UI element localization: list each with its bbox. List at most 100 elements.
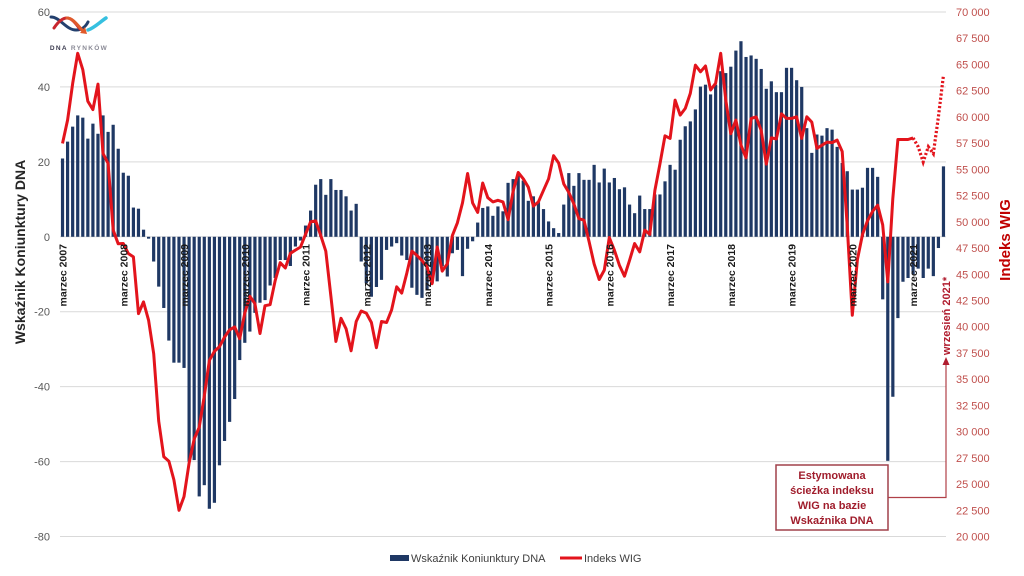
bar bbox=[121, 172, 125, 237]
bar bbox=[921, 236, 925, 278]
bar bbox=[430, 236, 434, 284]
bar bbox=[374, 236, 379, 287]
bar bbox=[516, 175, 520, 237]
bar bbox=[719, 71, 723, 237]
bar bbox=[622, 187, 627, 237]
bar bbox=[298, 236, 303, 241]
bar bbox=[410, 236, 414, 288]
bar bbox=[541, 209, 546, 237]
bar bbox=[850, 189, 854, 237]
bar bbox=[293, 236, 298, 247]
right-axis-title: Indeks WIG bbox=[997, 199, 1014, 281]
bar bbox=[511, 179, 515, 237]
annotation-box-line-4: Wskaźnika DNA bbox=[790, 515, 873, 527]
bar bbox=[334, 189, 338, 237]
logo-strand-navy-icon bbox=[49, 15, 90, 32]
annotation-box-line-1: Estymowana bbox=[798, 470, 866, 482]
bar bbox=[729, 66, 733, 237]
bar bbox=[865, 167, 870, 237]
wig-estimated-dotted-line bbox=[911, 74, 946, 168]
logo-strand-cyan-icon bbox=[86, 16, 108, 32]
bar bbox=[678, 139, 682, 237]
x-axis-tick-label: marzec 2017 bbox=[665, 244, 677, 307]
left-axis-tick-label: 40 bbox=[38, 82, 50, 94]
left-axis-tick-label: 60 bbox=[38, 7, 50, 19]
right-axis-tick-label: 70 000 bbox=[956, 7, 990, 19]
right-axis-tick-label: 47 500 bbox=[956, 243, 990, 255]
bar bbox=[379, 236, 384, 280]
bar bbox=[384, 236, 389, 250]
bar bbox=[76, 115, 80, 237]
logo-text-rynkow: RYNKÓW bbox=[71, 43, 108, 52]
bar bbox=[157, 236, 161, 287]
right-axis-tick-label: 50 000 bbox=[956, 217, 990, 229]
bar bbox=[567, 173, 571, 237]
bar bbox=[390, 236, 394, 247]
bar bbox=[471, 236, 475, 242]
left-axis-tick-label: -80 bbox=[34, 532, 50, 544]
bar bbox=[344, 196, 348, 237]
bar bbox=[263, 236, 267, 301]
x-axis-tick-label: marzec 2016 bbox=[604, 244, 616, 307]
bar bbox=[724, 73, 728, 237]
gridlines bbox=[60, 11, 946, 537]
right-axis-tick-label: 62 500 bbox=[956, 86, 990, 98]
bar bbox=[233, 236, 237, 400]
bar bbox=[784, 67, 789, 237]
bar bbox=[805, 128, 809, 237]
right-axis-tick-label: 57 500 bbox=[956, 138, 990, 150]
right-axis-tick-label: 22 500 bbox=[956, 505, 990, 517]
bar bbox=[60, 158, 65, 237]
bar bbox=[855, 189, 859, 237]
bar bbox=[531, 196, 535, 237]
bar bbox=[212, 236, 217, 503]
x-axis-tick-label: marzec 2021 bbox=[908, 244, 920, 307]
bar bbox=[207, 236, 211, 509]
left-axis-title: Wskaźnik Koniunktury DNA bbox=[12, 160, 28, 344]
bar bbox=[486, 206, 490, 237]
bar bbox=[217, 236, 222, 466]
bar bbox=[86, 138, 90, 237]
right-axis-tick-label: 55 000 bbox=[956, 164, 990, 176]
bar bbox=[526, 200, 530, 237]
bar bbox=[607, 182, 611, 237]
bar bbox=[349, 210, 353, 237]
bar bbox=[916, 236, 920, 269]
annotation-target-label: wrzesień 2021* bbox=[941, 276, 953, 356]
right-axis-tick-label: 65 000 bbox=[956, 59, 990, 71]
bar bbox=[395, 236, 399, 244]
bar bbox=[324, 194, 328, 237]
bar bbox=[177, 236, 181, 363]
bar bbox=[592, 164, 596, 237]
bar bbox=[562, 204, 566, 237]
right-axis-tick-label: 20 000 bbox=[956, 532, 990, 544]
x-axis-tick-label: marzec 2010 bbox=[240, 244, 252, 307]
bar bbox=[769, 81, 773, 237]
bar bbox=[845, 171, 849, 237]
bar bbox=[420, 236, 424, 298]
bar bbox=[546, 221, 551, 237]
bar bbox=[273, 236, 277, 278]
bar bbox=[638, 195, 642, 237]
bar bbox=[683, 126, 687, 237]
bar bbox=[369, 236, 373, 297]
bar bbox=[774, 92, 778, 237]
bar bbox=[577, 173, 581, 237]
right-axis-tick-label: 37 500 bbox=[956, 348, 990, 360]
bar bbox=[673, 169, 677, 237]
bar bbox=[101, 115, 105, 237]
bar bbox=[835, 146, 839, 237]
bar bbox=[172, 236, 176, 363]
bar bbox=[187, 236, 191, 462]
right-axis-tick-label: 32 500 bbox=[956, 400, 990, 412]
bar bbox=[643, 209, 647, 237]
bar bbox=[901, 236, 905, 282]
bar bbox=[162, 236, 166, 308]
bar bbox=[248, 236, 252, 332]
bar bbox=[789, 67, 794, 237]
right-axis-tick-label: 60 000 bbox=[956, 112, 990, 124]
x-axis-tick-label: marzec 2007 bbox=[58, 244, 70, 307]
logo-strand-orange-icon bbox=[65, 16, 85, 33]
logo-text: DNA RYNKÓW bbox=[50, 43, 108, 52]
bar bbox=[319, 179, 323, 237]
